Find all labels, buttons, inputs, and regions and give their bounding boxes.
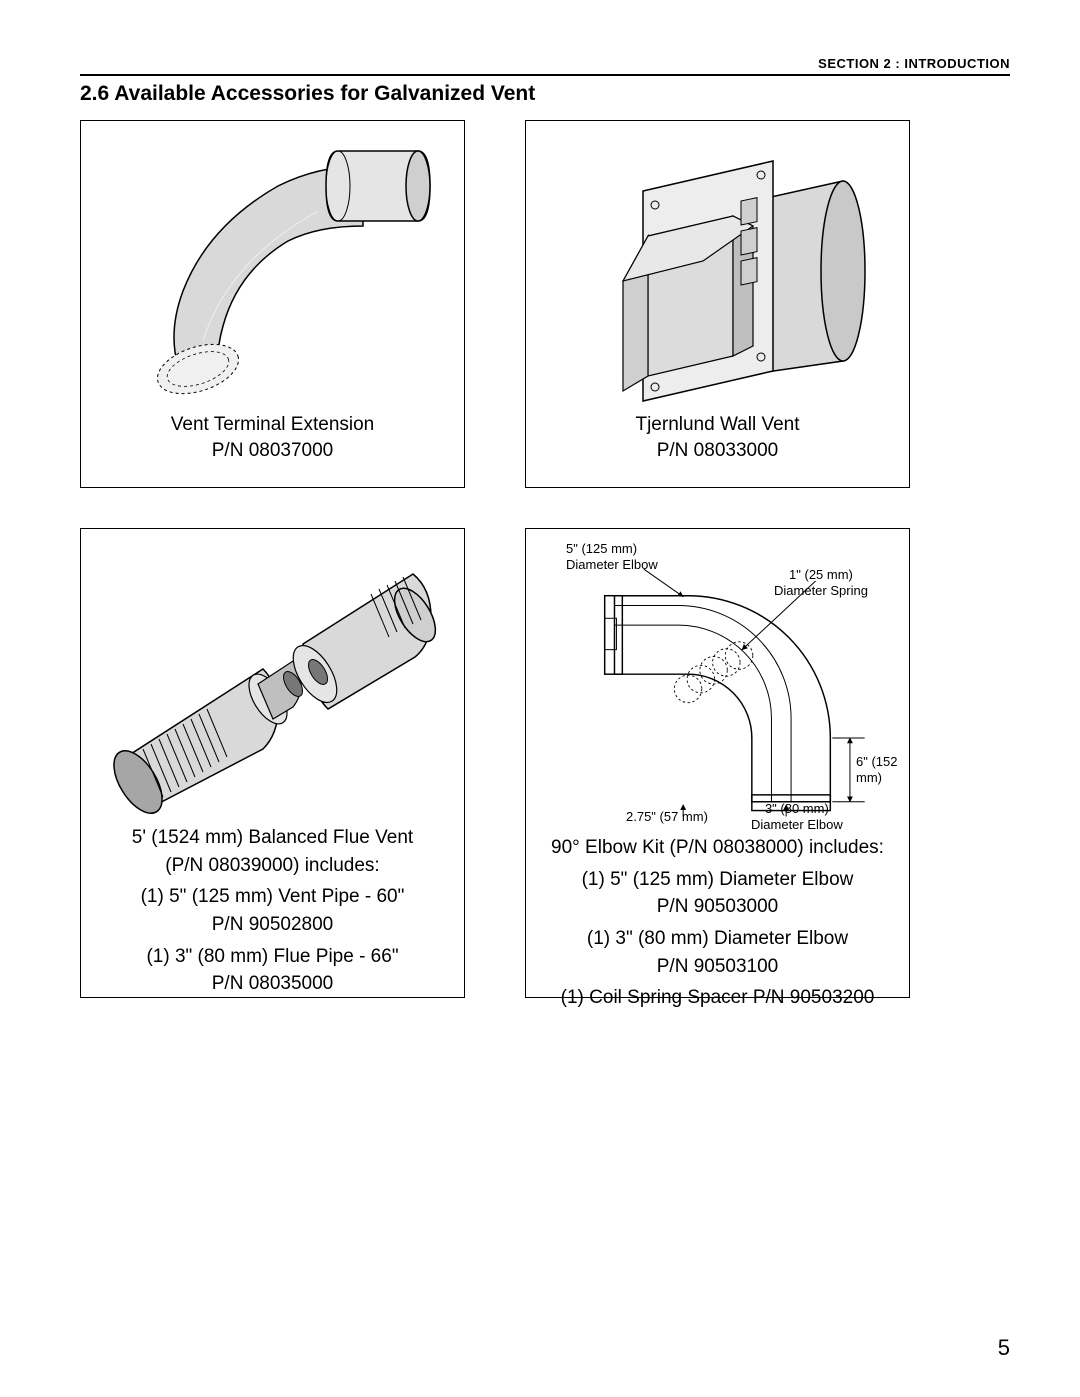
caption-line: (1) 5" (125 mm) Diameter Elbow <box>551 867 884 893</box>
caption-line: P/N 90503100 <box>551 954 884 980</box>
caption-line: P/N 90502800 <box>132 912 413 938</box>
card-vent-terminal-extension: Vent Terminal Extension P/N 08037000 <box>80 120 465 488</box>
page-title: 2.6 Available Accessories for Galvanized… <box>80 82 535 106</box>
label-2-75in: 2.75" (57 mm) <box>626 809 708 825</box>
balanced-flue-icon <box>93 539 453 819</box>
label-3in-elbow: 3" (80 mm) Diameter Elbow <box>751 801 843 832</box>
wall-vent-icon <box>553 131 883 406</box>
vent-terminal-extension-icon <box>108 131 438 406</box>
card-balanced-flue: 5' (1524 mm) Balanced Flue Vent (P/N 080… <box>80 528 465 998</box>
page-number: 5 <box>998 1335 1010 1361</box>
page: SECTION 2 : INTRODUCTION 2.6 Available A… <box>0 0 1080 1397</box>
label-spring: 1" (25 mm) Diameter Spring <box>774 567 868 598</box>
caption-line: (1) 3" (80 mm) Diameter Elbow <box>551 926 884 952</box>
figure-vent-terminal-extension <box>91 131 454 406</box>
caption-line: (1) 5" (125 mm) Vent Pipe - 60" <box>132 884 413 910</box>
figure-elbow-kit: 5" (125 mm) Diameter Elbow 1" (25 mm) Di… <box>536 539 899 829</box>
caption-line: 90° Elbow Kit (P/N 08038000) includes: <box>551 835 884 861</box>
label-6in: 6" (152 mm) <box>856 754 899 785</box>
caption-line: P/N 08033000 <box>635 438 799 464</box>
accessory-grid: Vent Terminal Extension P/N 08037000 <box>80 120 910 998</box>
caption-line: P/N 08037000 <box>171 438 375 464</box>
caption-line: (1) 3" (80 mm) Flue Pipe - 66" <box>132 944 413 970</box>
label-5in-elbow: 5" (125 mm) Diameter Elbow <box>566 541 658 572</box>
caption-line: P/N 90503000 <box>551 894 884 920</box>
caption-line: Tjernlund Wall Vent <box>635 412 799 438</box>
card-elbow-kit: 5" (125 mm) Diameter Elbow 1" (25 mm) Di… <box>525 528 910 998</box>
caption-wall-vent: Tjernlund Wall Vent P/N 08033000 <box>635 412 799 463</box>
caption-elbow-kit: 90° Elbow Kit (P/N 08038000) includes: (… <box>551 835 884 1013</box>
caption-line: P/N 08035000 <box>132 971 413 997</box>
figure-balanced-flue <box>91 539 454 819</box>
caption-line: (P/N 08039000) includes: <box>132 853 413 879</box>
caption-line: 5' (1524 mm) Balanced Flue Vent <box>132 825 413 851</box>
figure-wall-vent <box>536 131 899 406</box>
caption-vent-terminal-extension: Vent Terminal Extension P/N 08037000 <box>171 412 375 463</box>
card-wall-vent: Tjernlund Wall Vent P/N 08033000 <box>525 120 910 488</box>
caption-line: Vent Terminal Extension <box>171 412 375 438</box>
section-header: SECTION 2 : INTRODUCTION <box>818 56 1010 71</box>
header-rule <box>80 74 1010 76</box>
caption-line: (1) Coil Spring Spacer P/N 90503200 <box>551 985 884 1011</box>
caption-balanced-flue: 5' (1524 mm) Balanced Flue Vent (P/N 080… <box>132 825 413 999</box>
